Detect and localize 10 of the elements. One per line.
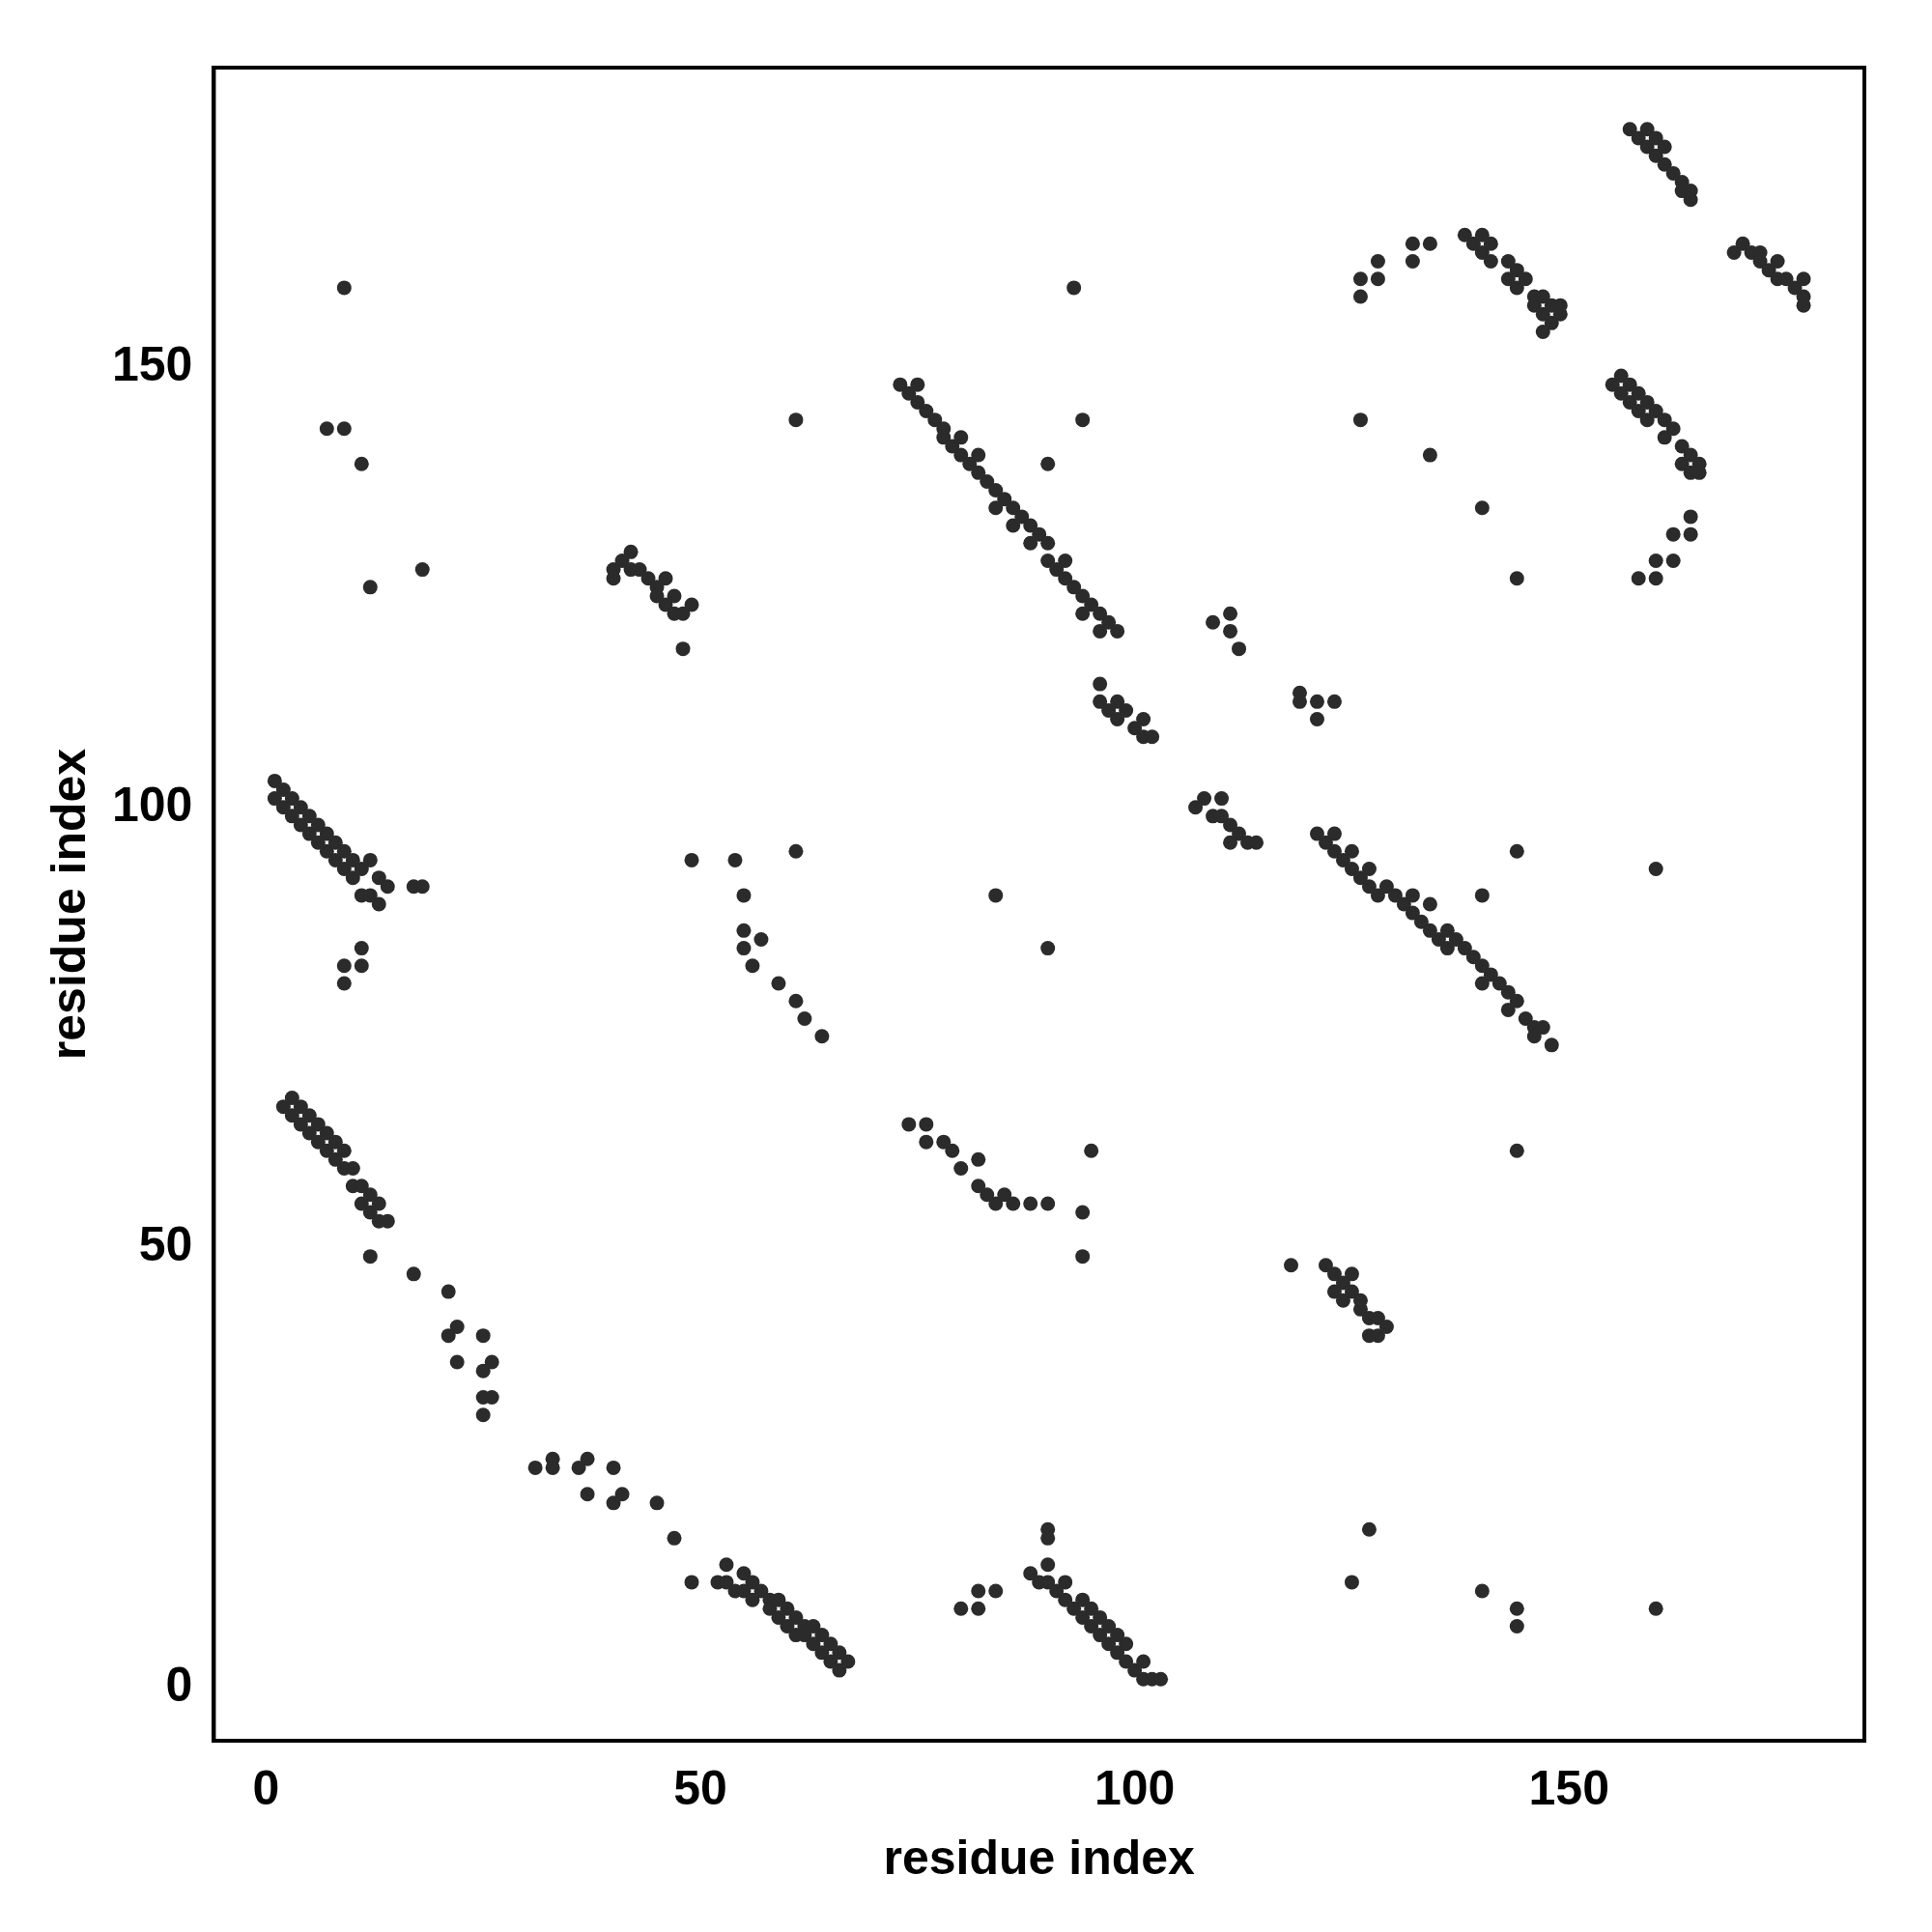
y-tick-label: 150 [111, 336, 193, 391]
y-tick-label: 100 [111, 777, 193, 832]
x-axis-title: residue index [883, 1830, 1196, 1885]
y-tick-label: 0 [165, 1658, 193, 1713]
x-tick-label: 0 [252, 1760, 280, 1815]
x-tick-label: 150 [1528, 1760, 1609, 1815]
y-tick-label: 50 [138, 1217, 193, 1272]
y-axis-title: residue index [41, 748, 96, 1061]
x-tick-label: 100 [1094, 1760, 1176, 1815]
x-tick-label: 50 [673, 1760, 727, 1815]
